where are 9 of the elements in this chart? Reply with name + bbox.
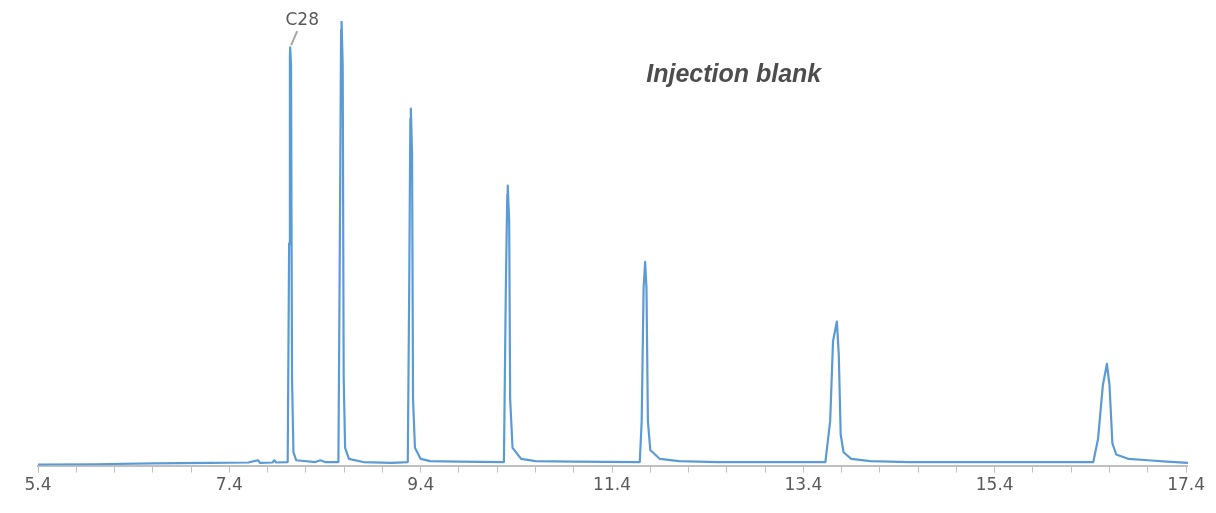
x-tick-label: 5.4 [24, 474, 52, 495]
annotation: C28 [285, 9, 319, 30]
x-tick-label: 11.4 [593, 474, 631, 495]
x-tick-label: 15.4 [975, 474, 1014, 495]
x-tick-label: 17.4 [1167, 474, 1205, 495]
x-tick-label: 7.4 [215, 474, 243, 495]
text: Injection blank [646, 58, 823, 87]
x-tick-label: 13.4 [784, 474, 823, 495]
x-tick-label: 9.4 [407, 474, 435, 495]
